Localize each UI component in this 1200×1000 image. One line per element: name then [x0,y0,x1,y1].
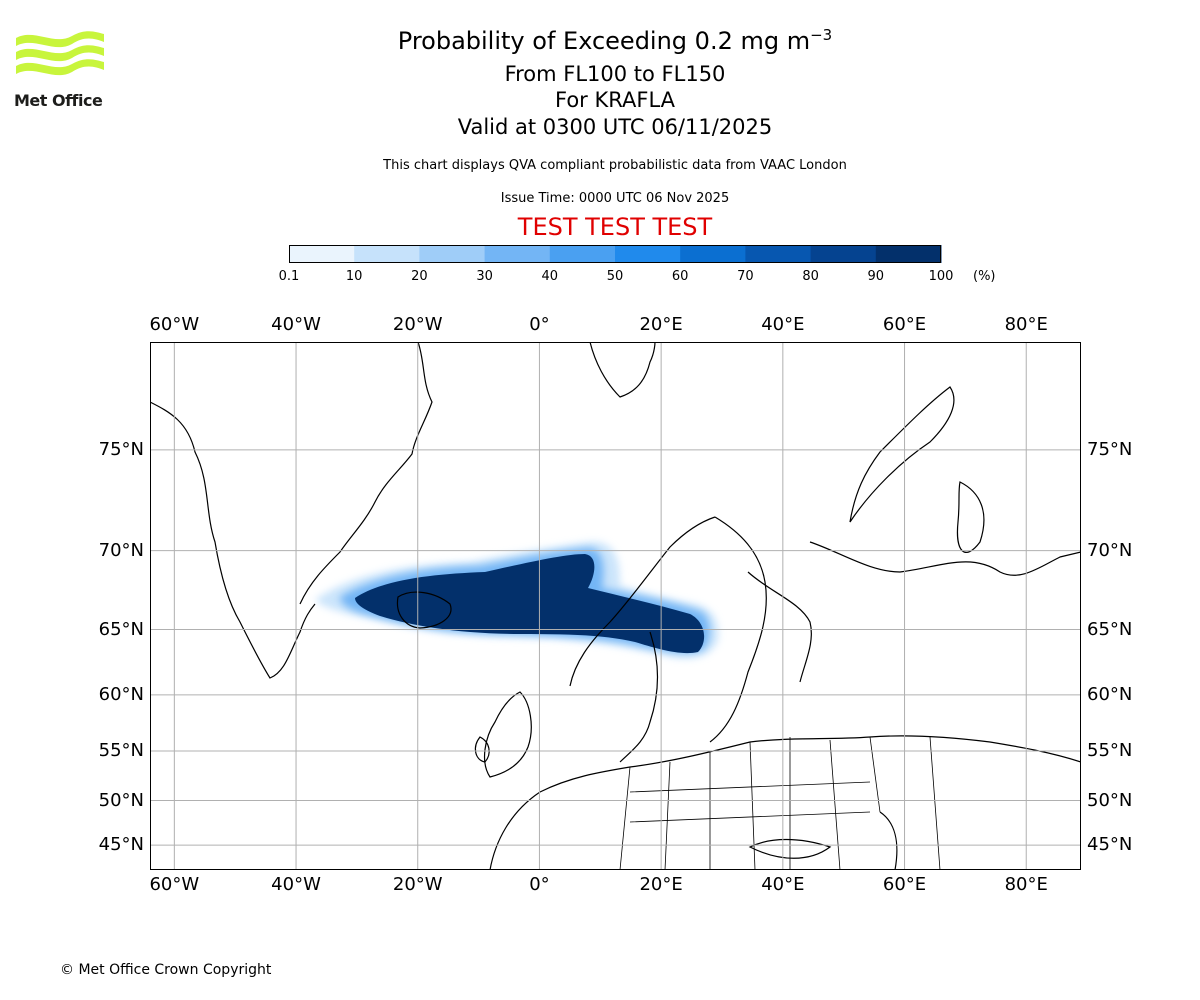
colorbar-tick: 100 [928,269,954,284]
issue-time: Issue Time: 0000 UTC 06 Nov 2025 [500,191,730,206]
colorbar-cell [810,245,877,263]
colorbar-cell [875,245,942,263]
longitude-label: 40°E [761,314,805,335]
colorbar-unit: (%) [973,269,996,284]
colorbar-cell [549,245,616,263]
longitude-label: 80°E [1004,874,1048,895]
colorbar-cell [615,245,681,263]
latitude-label: 50°N [1087,789,1133,811]
colorbar-cell [289,245,355,263]
longitude-label: 60°W [149,314,200,335]
test-banner: TEST TEST TEST [517,213,713,241]
latitude-label: 60°N [98,683,144,705]
latitude-label: 65°N [1087,618,1133,640]
latitude-label: 70°N [1087,539,1133,561]
colorbar-tick: 30 [476,269,493,284]
latitude-label: 55°N [98,740,144,761]
longitude-label: 0° [529,314,550,335]
chart-description: This chart displays QVA compliant probab… [383,158,847,173]
colorbar-tick: 20 [411,269,428,284]
latitude-label: 75°N [1087,438,1133,460]
coastlines [150,342,1081,870]
longitude-label: 0° [529,874,550,895]
longitude-label: 20°E [639,874,683,895]
latitude-label: 55°N [1087,740,1133,761]
colorbar-tick: 90 [867,269,885,284]
met-office-logo [16,31,104,76]
longitude-label: 60°E [882,874,927,895]
title-text: Probability of Exceeding 0.2 mg m [397,27,811,55]
longitude-label: 20°W [392,874,443,895]
colorbar-tick: 10 [345,269,363,284]
longitude-label: 80°E [1004,314,1048,335]
latitude-label: 65°N [98,618,144,640]
latitude-label: 45°N [98,834,144,856]
longitude-label: 60°E [882,314,927,335]
longitude-label: 40°W [271,874,321,895]
title-exponent: −3 [810,26,833,44]
colorbar [289,245,942,263]
longitude-label: 60°W [149,874,200,895]
colorbar-cell [745,245,812,263]
colorbar-tick: 50 [606,269,624,284]
latitude-label: 70°N [98,539,144,561]
latitude-label: 75°N [98,438,144,460]
colorbar-cell [419,245,486,263]
graticule [150,342,1081,870]
colorbar-tick: 60 [671,269,689,284]
colorbar-tick: 40 [541,269,559,284]
colorbar-tick: 80 [802,269,819,284]
map-area [150,342,1081,870]
valid-time: Valid at 0300 UTC 06/11/2025 [457,115,773,139]
longitude-label: 20°W [392,314,443,335]
longitude-label: 40°W [271,314,321,335]
longitude-label: 20°E [639,314,683,335]
longitude-label: 40°E [761,874,805,895]
volcano-name: For KRAFLA [555,88,675,112]
map-frame [150,342,1081,870]
ash-plume [315,541,719,659]
colorbar-tick: 70 [737,269,754,284]
latitude-label: 45°N [1087,834,1133,856]
chart-title: Probability of Exceeding 0.2 mg m−3 [0,27,1200,55]
colorbar-cell [680,245,746,263]
flight-levels: From FL100 to FL150 [504,62,726,86]
copyright: © Met Office Crown Copyright [60,962,272,978]
colorbar-cell [354,245,420,263]
latitude-label: 60°N [1087,683,1133,705]
logo-text: Met Office [14,91,103,110]
latitude-label: 50°N [98,789,144,811]
colorbar-tick: 0.1 [278,269,300,284]
colorbar-cell [484,245,551,263]
